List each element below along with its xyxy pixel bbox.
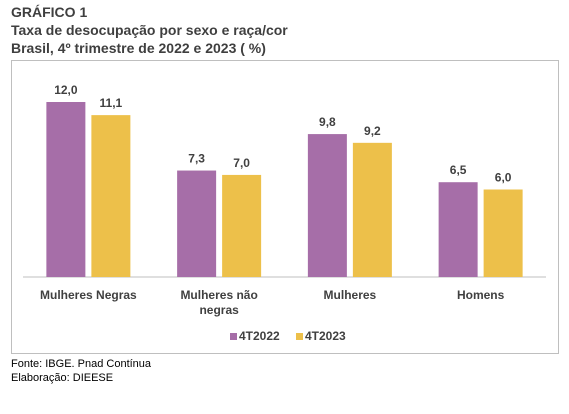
bar-4T2023-2 <box>352 142 392 277</box>
category-label: negras <box>199 303 239 317</box>
data-label: 9,2 <box>364 124 381 138</box>
data-label: 6,0 <box>495 171 512 185</box>
bar-4T2022-1 <box>177 170 217 277</box>
legend-swatch-4T2022 <box>230 333 237 340</box>
credit-note: Elaboração: DIEESE <box>11 372 114 384</box>
chart-footer: Fonte: IBGE. Pnad Contínua Elaboração: D… <box>11 357 151 385</box>
bar-4T2023-1 <box>222 174 262 277</box>
legend-label: 4T2022 <box>239 329 280 343</box>
data-label: 11,1 <box>100 96 123 110</box>
bar-4T2022-3 <box>438 182 478 277</box>
figure-label: GRÁFICO 1 <box>11 4 88 20</box>
bar-4T2022-2 <box>307 134 347 277</box>
data-label: 12,0 <box>54 83 78 97</box>
data-label: 6,5 <box>450 163 467 177</box>
legend-label: 4T2023 <box>305 329 346 343</box>
data-label: 9,8 <box>319 115 336 129</box>
bar-4T2023-3 <box>483 189 523 277</box>
data-label: 7,0 <box>233 156 250 170</box>
legend-swatch-4T2023 <box>296 333 303 340</box>
bar-4T2023-0 <box>91 115 131 277</box>
category-label: Mulheres <box>324 288 377 302</box>
category-label: Mulheres não <box>180 288 257 302</box>
bar-4T2022-0 <box>46 102 86 277</box>
chart-title: Taxa de desocupação por sexo e raça/cor <box>11 22 288 38</box>
chart-header: GRÁFICO 1 Taxa de desocupação por sexo e… <box>11 4 288 57</box>
category-label: Mulheres Negras <box>40 288 137 302</box>
source-note: Fonte: IBGE. Pnad Contínua <box>11 358 152 370</box>
chart-subtitle: Brasil, 4º trimestre de 2022 e 2023 ( %) <box>11 40 266 56</box>
data-label: 7,3 <box>188 152 205 166</box>
category-label: Homens <box>457 288 505 302</box>
